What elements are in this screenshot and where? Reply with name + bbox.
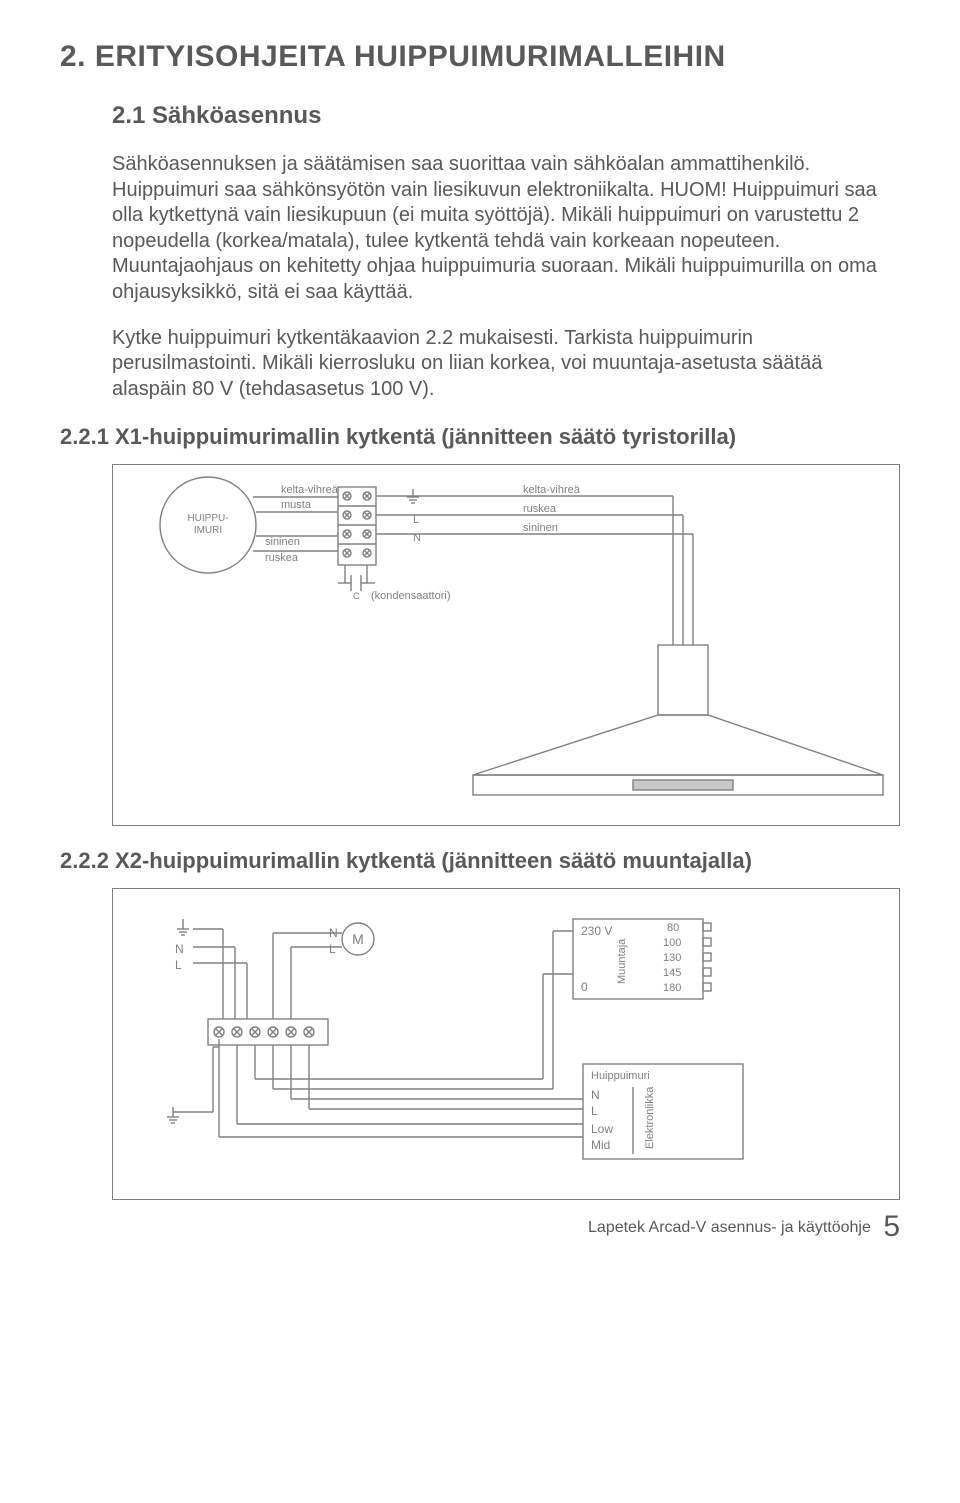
wire-l-3: ruskea (265, 552, 299, 564)
wire-l-1: musta (281, 499, 312, 511)
term-l: L (413, 514, 419, 526)
wiring-diagram-x1: HUIPPU- IMURI kelta-vihreä musta sininen… (112, 464, 900, 826)
fb-t3: Mid (591, 1138, 610, 1152)
tx-in-top: 230 V (581, 924, 612, 938)
tap-3: 145 (663, 967, 681, 979)
paragraph-2: Kytke huippuimuri kytkentäkaavion 2.2 mu… (112, 326, 900, 403)
page-footer: Lapetek Arcad-V asennus- ja käyttöohje 5 (60, 1210, 900, 1244)
tap-1: 100 (663, 937, 681, 949)
cap-sym: C (353, 591, 360, 601)
page-number: 5 (883, 1210, 900, 1243)
d2-lt-l: L (175, 958, 182, 972)
fb-side: Elektroniikka (644, 1086, 656, 1149)
fb-t0: N (591, 1088, 600, 1102)
wire-l-0: kelta-vihreä (281, 484, 339, 496)
fb-t1: L (591, 1104, 598, 1118)
d2-lt-n: N (175, 942, 184, 956)
section-heading-221: 2.2.1 X1-huippuimurimallin kytkentä (jän… (60, 424, 900, 450)
tx-in-bot: 0 (581, 980, 588, 994)
tap-0: 80 (667, 922, 679, 934)
motor-l: L (329, 942, 336, 956)
main-heading: 2. ERITYISOHJEITA HUIPPUIMURIMALLEIHIN (60, 40, 900, 74)
wire-r-0: kelta-vihreä (523, 484, 581, 496)
wiring-diagram-x2: N L M N L 230 V (112, 888, 900, 1200)
tap-4: 180 (663, 982, 681, 994)
paragraph-1: Sähköasennuksen ja säätämisen saa suorit… (112, 152, 900, 306)
fan-title: Huippuimuri (591, 1070, 650, 1082)
cap-label: (kondensaattori) (371, 590, 451, 602)
sub-heading-2-1: 2.1 Sähköasennus (112, 102, 900, 130)
tap-2: 130 (663, 952, 681, 964)
fb-t2: Low (591, 1122, 613, 1136)
footer-text: Lapetek Arcad-V asennus- ja käyttöohje (588, 1219, 871, 1236)
wire-r-1: ruskea (523, 503, 557, 515)
tx-label: Muuntaja (616, 938, 628, 984)
motor-label: M (352, 931, 364, 947)
wire-r-2: sininen (523, 522, 558, 534)
fan-label-1: HUIPPU- (187, 513, 228, 524)
fan-label-2: IMURI (194, 525, 222, 536)
section-heading-222: 2.2.2 X2-huippuimurimallin kytkentä (jän… (60, 848, 900, 874)
wire-l-2: sininen (265, 536, 300, 548)
